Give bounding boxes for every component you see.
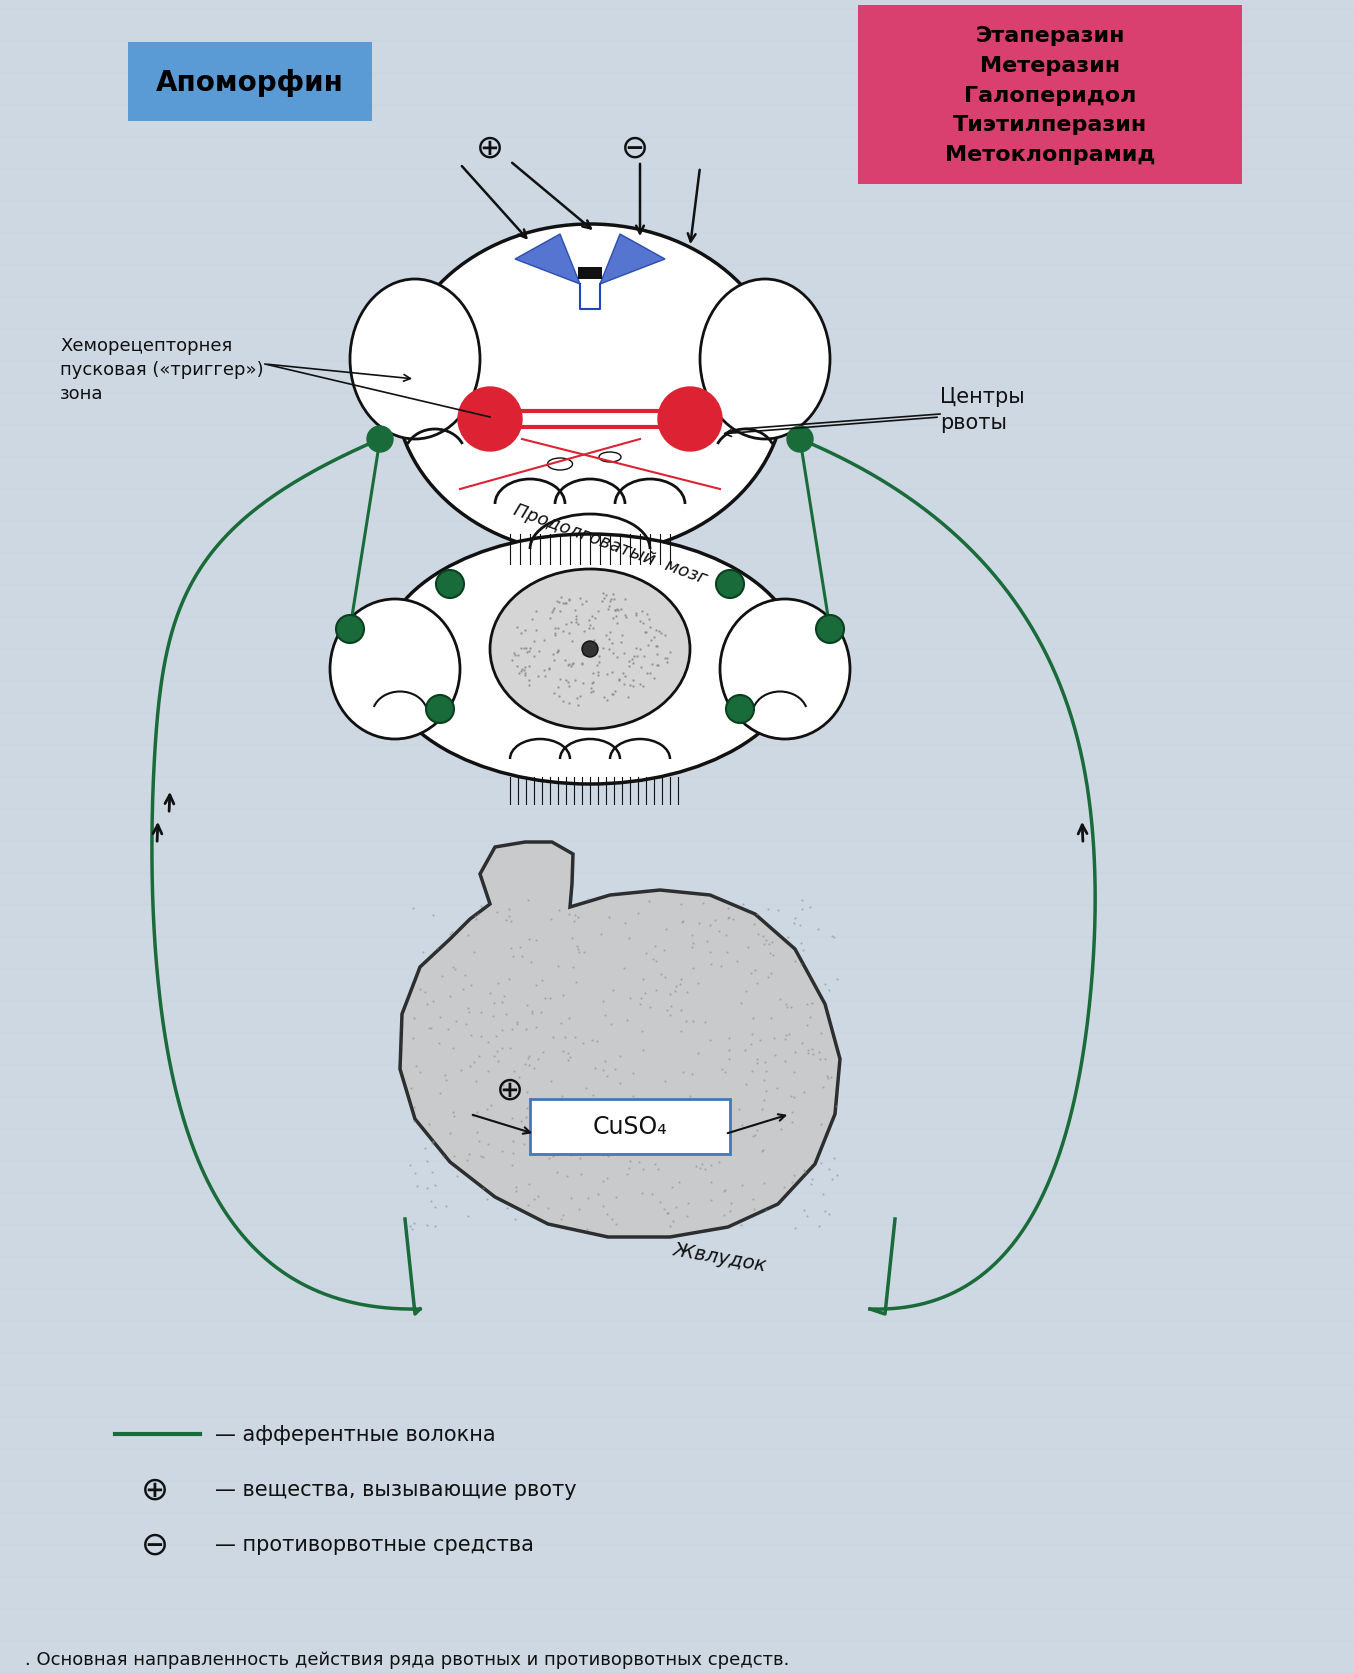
Circle shape	[336, 616, 364, 644]
Circle shape	[427, 696, 454, 723]
Ellipse shape	[598, 453, 621, 463]
FancyBboxPatch shape	[858, 7, 1242, 186]
Ellipse shape	[720, 599, 850, 739]
Ellipse shape	[700, 279, 830, 440]
Circle shape	[787, 427, 812, 453]
FancyBboxPatch shape	[129, 43, 372, 122]
Polygon shape	[600, 234, 665, 284]
Ellipse shape	[547, 458, 573, 470]
Circle shape	[458, 388, 523, 452]
Text: — противорвотные средства: — противорвотные средства	[215, 1534, 533, 1554]
Text: — вещества, вызывающие рвоту: — вещества, вызывающие рвоту	[215, 1479, 577, 1499]
Text: ⊖: ⊖	[621, 132, 649, 164]
Text: ⊕: ⊕	[141, 1472, 169, 1506]
Text: ⊕: ⊕	[477, 132, 504, 164]
Circle shape	[716, 570, 743, 599]
Bar	[529, 1099, 730, 1154]
Text: ⊕: ⊕	[496, 1072, 524, 1106]
Text: Хеморецепторнея
пусковая («триггер»)
зона: Хеморецепторнея пусковая («триггер») зон…	[60, 338, 264, 403]
Ellipse shape	[330, 599, 460, 739]
Circle shape	[726, 696, 754, 723]
Text: Продолговатый  мозг: Продолговатый мозг	[510, 502, 709, 589]
Text: . Основная направленность действия ряда рвотных и противорвотных средств.: . Основная направленность действия ряда …	[24, 1650, 789, 1668]
Polygon shape	[399, 843, 839, 1238]
Text: Жвлудок: Жвлудок	[672, 1240, 768, 1275]
Text: Этаперазин
Метеразин
Галоперидол
Тиэтилперазин
Метоклопрамид: Этаперазин Метеразин Галоперидол Тиэтилп…	[945, 27, 1155, 164]
Bar	[578, 268, 603, 279]
Ellipse shape	[349, 279, 481, 440]
Ellipse shape	[380, 535, 800, 785]
Text: ⊖: ⊖	[141, 1527, 169, 1561]
Text: CuSO₄: CuSO₄	[593, 1114, 668, 1139]
Text: Апоморфин: Апоморфин	[156, 69, 344, 97]
Circle shape	[816, 616, 844, 644]
Text: — афферентные волокна: — афферентные волокна	[215, 1424, 496, 1444]
Polygon shape	[515, 234, 580, 284]
Ellipse shape	[395, 224, 785, 555]
Circle shape	[436, 570, 464, 599]
Circle shape	[367, 427, 393, 453]
Circle shape	[582, 642, 598, 657]
Text: Центры
рвоты: Центры рвоты	[940, 386, 1025, 433]
Circle shape	[658, 388, 722, 452]
Ellipse shape	[490, 570, 691, 729]
